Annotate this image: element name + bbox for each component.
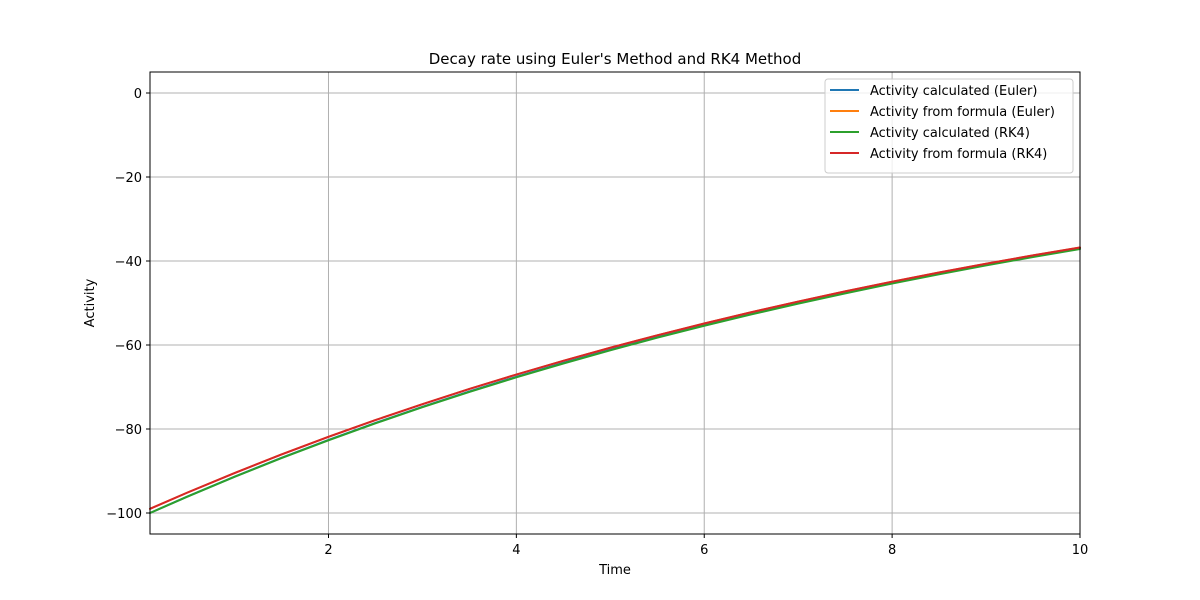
legend-label: Activity calculated (RK4) (870, 126, 1030, 141)
y-tick-label: 0 (134, 87, 142, 102)
x-tick-label: 6 (700, 543, 708, 558)
legend: Activity calculated (Euler) Activity from… (824, 78, 1074, 174)
axis-ticks: 2 4 6 8 10 0 −20 −40 −60 −80 −100 (106, 87, 1088, 558)
chart-title: Decay rate using Euler's Method and RK4 … (429, 50, 801, 68)
plot-area (149, 246, 1081, 514)
y-tick-label: −40 (115, 255, 142, 270)
series-line-activity-from-formula-rk4 (149, 246, 1081, 510)
x-axis-title: Time (598, 563, 631, 578)
grid (150, 72, 1081, 534)
series-line-activity-calculated-rk4 (149, 248, 1081, 514)
legend-label: Activity calculated (Euler) (870, 84, 1037, 99)
legend-box (824, 78, 1074, 174)
y-axis-title: Activity (83, 278, 98, 327)
y-tick-label: −60 (115, 339, 142, 354)
legend-label: Activity from formula (Euler) (870, 105, 1055, 120)
x-tick-label: 10 (1072, 543, 1089, 558)
x-tick-label: 8 (888, 543, 896, 558)
plot-frame (149, 71, 1081, 535)
x-tick-label: 2 (324, 543, 332, 558)
y-tick-label: −100 (106, 507, 142, 522)
y-tick-label: −20 (115, 171, 142, 186)
y-tick-label: −80 (115, 423, 142, 438)
legend-label: Activity from formula (RK4) (870, 147, 1047, 162)
x-tick-label: 4 (512, 543, 520, 558)
